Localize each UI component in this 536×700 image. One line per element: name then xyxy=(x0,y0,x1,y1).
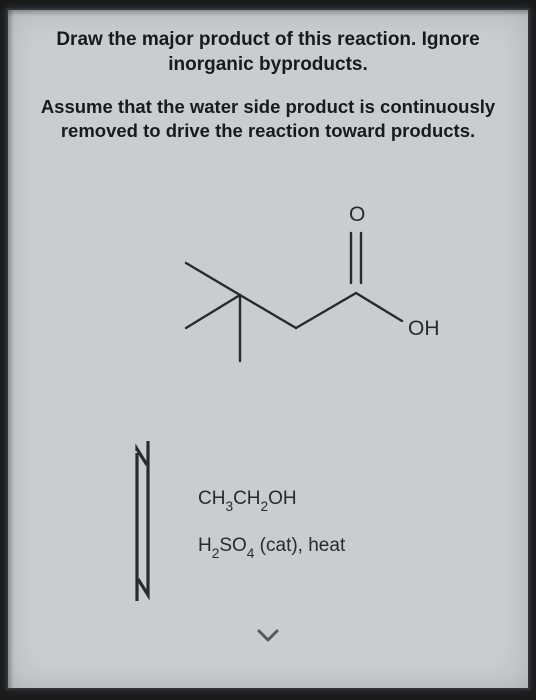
reagent-alcohol: CH3CH2OH xyxy=(198,488,297,512)
reagent-catalyst: H2SO4 (cat), heat xyxy=(198,535,345,559)
label-carbonyl-O: O xyxy=(349,203,365,226)
reaction-diagram: O OH CH3CH2OH H2SO4 (cat), heat xyxy=(28,183,508,653)
reactant-molecule: O OH xyxy=(178,183,458,423)
question-panel: Draw the major product of this reaction.… xyxy=(6,8,530,690)
instruction-text-1: Draw the major product of this reaction.… xyxy=(28,28,508,77)
reaction-arrow xyxy=(118,433,168,608)
label-hydroxyl-OH: OH xyxy=(408,317,440,340)
panel-shadow-top xyxy=(8,10,528,16)
panel-shadow-left xyxy=(8,10,14,688)
chevron-down-icon[interactable] xyxy=(255,627,281,645)
instruction-text-2: Assume that the water side product is co… xyxy=(18,95,518,143)
